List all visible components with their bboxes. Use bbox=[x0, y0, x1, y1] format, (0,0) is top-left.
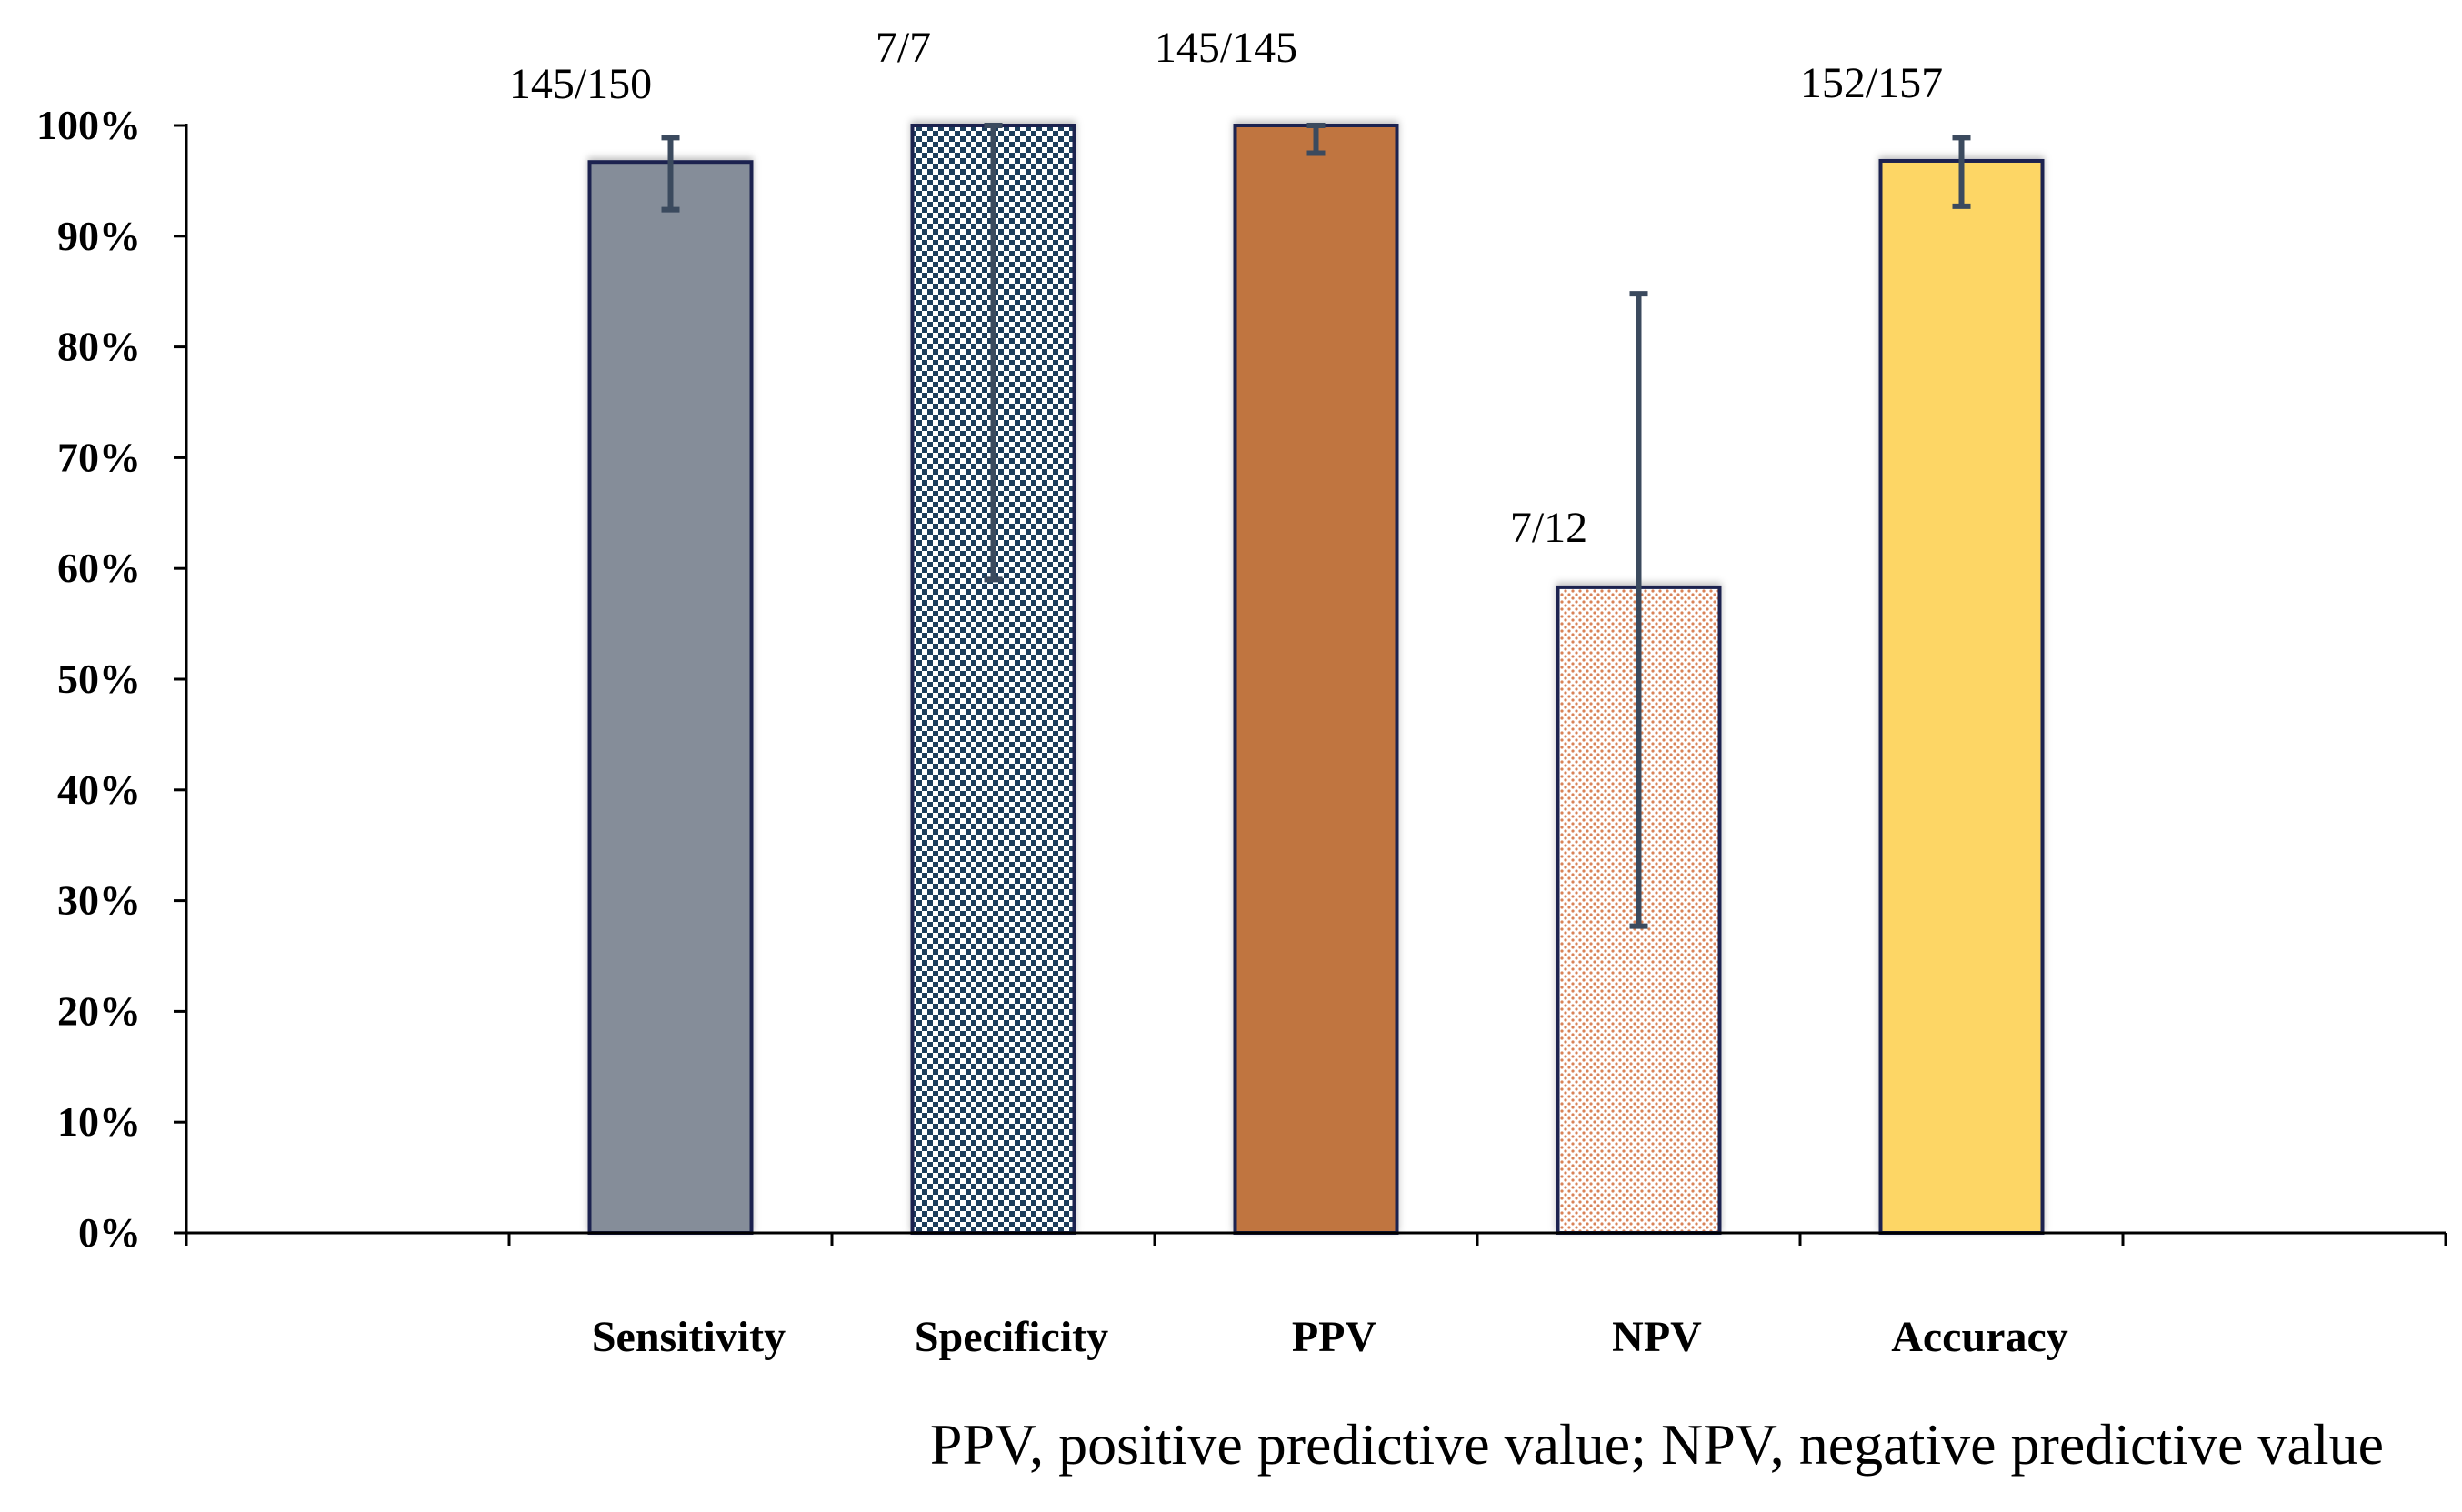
y-tick-label: 10% bbox=[57, 1098, 141, 1145]
y-tick-label: 100% bbox=[36, 102, 141, 148]
footnote: PPV, positive predictive value; NPV, neg… bbox=[930, 1412, 2384, 1477]
data-labels-layer: 145/150 7/7 145/145 7/12 152/157 bbox=[509, 24, 1943, 552]
y-tick-label: 0% bbox=[78, 1209, 141, 1256]
y-tick-label: 90% bbox=[57, 213, 141, 259]
error-bar-npv bbox=[1629, 291, 1648, 929]
x-axis-ticks bbox=[185, 1233, 2447, 1246]
category-label-ppv: PPV bbox=[1292, 1313, 1377, 1361]
category-label-npv: NPV bbox=[1612, 1313, 1702, 1361]
data-label-specificity: 7/7 bbox=[876, 24, 931, 72]
bar-ppv bbox=[1233, 124, 1399, 1235]
y-tick-label: 70% bbox=[57, 434, 141, 480]
y-tick-label: 30% bbox=[57, 877, 141, 924]
y-axis-ticks: 0% 10% 20% 30% 40% 50% 60% 70% 80% 90% 100% bbox=[36, 102, 186, 1256]
category-labels-layer: Sensitivity Specificity PPV NPV Accuracy bbox=[592, 1313, 2068, 1361]
category-label-accuracy: Accuracy bbox=[1891, 1313, 2068, 1361]
error-bar-ppv bbox=[1306, 123, 1326, 156]
error-bar-specificity bbox=[984, 123, 1003, 583]
bars-layer bbox=[587, 124, 2045, 1236]
data-label-sensitivity: 145/150 bbox=[509, 60, 652, 108]
error-bar-accuracy bbox=[1952, 135, 1971, 209]
y-tick-label: 50% bbox=[57, 656, 141, 702]
error-bars-layer bbox=[661, 123, 1971, 929]
data-label-accuracy: 152/157 bbox=[1800, 59, 1943, 107]
bar-accuracy bbox=[1878, 158, 2045, 1236]
data-label-npv: 7/12 bbox=[1510, 504, 1587, 552]
data-label-ppv: 145/145 bbox=[1155, 24, 1297, 72]
bar-sensitivity bbox=[587, 160, 754, 1236]
y-tick-label: 60% bbox=[57, 545, 141, 591]
error-bar-sensitivity bbox=[661, 135, 680, 213]
category-label-specificity: Specificity bbox=[915, 1313, 1108, 1361]
category-label-sensitivity: Sensitivity bbox=[592, 1313, 786, 1361]
y-tick-label: 40% bbox=[57, 766, 141, 813]
y-tick-label: 20% bbox=[57, 987, 141, 1034]
y-tick-label: 80% bbox=[57, 324, 141, 370]
